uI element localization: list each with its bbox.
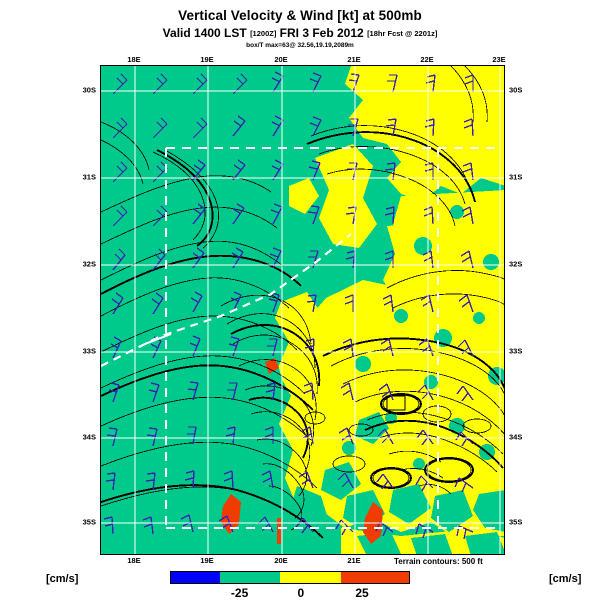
map-canvas <box>100 65 505 555</box>
y-tick-right-0: 30S <box>509 85 523 95</box>
x-tick-bottom-0: 18E <box>127 556 141 565</box>
y-tick-left-3: 33S <box>82 346 96 356</box>
subtitle-forecast-hour: [18hr Fcst @ 2201z] <box>367 29 438 38</box>
chart-header: Vertical Velocity & Wind [kt] at 500mb V… <box>0 0 600 49</box>
y-tick-left-1: 31S <box>82 172 96 182</box>
x-tick-top-5: 23E <box>492 55 506 64</box>
x-tick-bottom-3: 21E <box>347 556 361 565</box>
colorbar-unit-left: [cm/s] <box>46 573 79 585</box>
chart-subtitle: Valid 1400 LST [1200Z] FRI 3 Feb 2012 [1… <box>0 26 600 40</box>
colorbar-tick-2: 25 <box>355 586 369 600</box>
x-tick-bottom-2: 20E <box>274 556 288 565</box>
x-tick-top-3: 21E <box>347 55 361 64</box>
y-tick-right-5: 35S <box>509 517 523 527</box>
x-tick-top-2: 20E <box>274 55 288 64</box>
y-tick-left-0: 30S <box>82 85 96 95</box>
subtitle-valid-time: Valid 1400 LST <box>162 26 247 40</box>
terrain-contours <box>101 66 504 537</box>
colorbar-tick-1: 0 <box>297 586 305 600</box>
y-tick-right-4: 34S <box>509 432 523 442</box>
map-plot-area: 18E 19E 20E 21E 22E 23E 18E 19E 20E 21E … <box>83 55 523 565</box>
coastline-solid-segment <box>144 333 172 345</box>
colorbar-segment-2 <box>280 572 342 583</box>
y-tick-left-2: 32S <box>82 259 96 269</box>
y-tick-left-4: 34S <box>82 432 96 442</box>
coastline-dashed <box>101 233 352 367</box>
colorbar[interactable] <box>170 571 410 584</box>
chart-max-annotation: box/T max=63@ 32.56,19.19,2089m <box>246 42 354 49</box>
colorbar-unit-right: [cm/s] <box>549 573 582 585</box>
colorbar-segment-0 <box>171 572 220 583</box>
x-tick-bottom-1: 19E <box>200 556 214 565</box>
y-tick-left-5: 35S <box>82 517 96 527</box>
y-tick-right-1: 31S <box>509 172 523 182</box>
page-title: Vertical Velocity & Wind [kt] at 500mb <box>178 8 422 23</box>
subtitle-utc-time: [1200Z] <box>250 29 277 38</box>
y-tick-right-3: 33S <box>509 346 523 356</box>
domain-box-dashed <box>164 146 501 530</box>
x-tick-top-4: 22E <box>420 55 434 64</box>
colorbar-segment-3 <box>341 572 409 583</box>
x-tick-top-1: 19E <box>200 55 214 64</box>
terrain-contour-note: Terrain contours: 500 ft <box>392 557 485 566</box>
subtitle-date: FRI 3 Feb 2012 <box>279 26 364 40</box>
colorbar-tick-0: -25 <box>230 586 249 600</box>
x-tick-top-0: 18E <box>127 55 141 64</box>
y-tick-right-2: 32S <box>509 259 523 269</box>
colorbar-row: [cm/s] [cm/s] -25 0 25 <box>0 567 600 600</box>
colorbar-segment-1 <box>219 572 281 583</box>
wind-barbs <box>103 71 474 540</box>
